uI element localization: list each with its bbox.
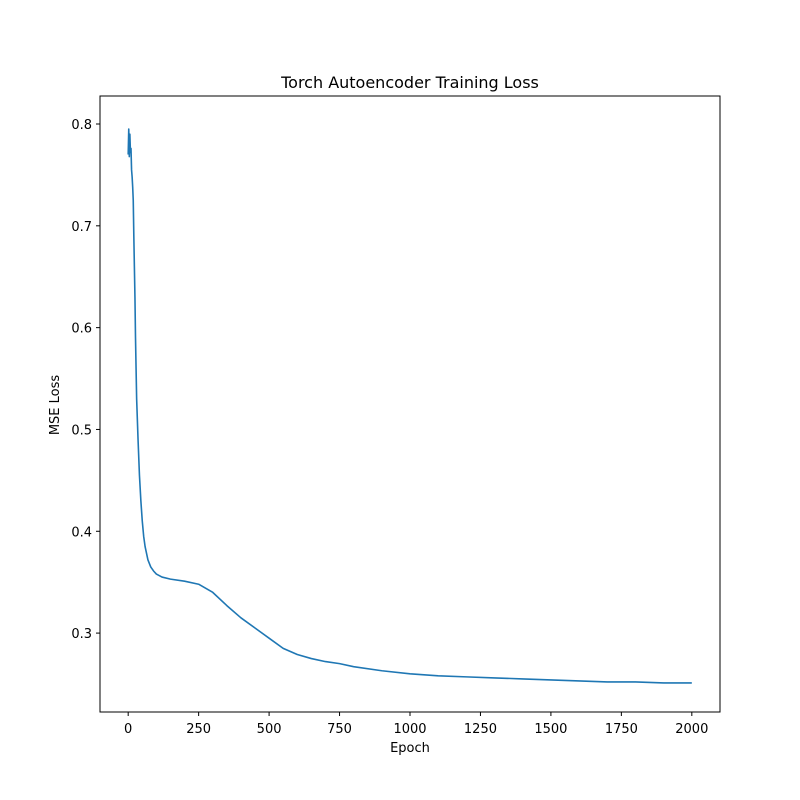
y-tick-label-0.7: 0.7 [71, 220, 92, 235]
x-axis-label: Epoch [390, 741, 430, 756]
y-tick-label-0.3: 0.3 [71, 627, 92, 642]
x-tick-label-1000: 1000 [393, 722, 426, 737]
x-tick-label-1500: 1500 [534, 722, 567, 737]
y-tick-label-0.8: 0.8 [71, 118, 92, 133]
series-line-0 [127, 128, 692, 684]
x-tick-label-750: 750 [327, 722, 352, 737]
x-tick-label-250: 250 [186, 722, 211, 737]
x-tick-label-0: 0 [124, 722, 132, 737]
x-tick-label-1250: 1250 [464, 722, 497, 737]
y-tick-label-0.5: 0.5 [71, 423, 92, 438]
x-tick-label-2000: 2000 [675, 722, 708, 737]
y-tick-label-0.6: 0.6 [71, 322, 92, 337]
y-tick-label-0.4: 0.4 [71, 525, 92, 540]
x-tick-label-1750: 1750 [605, 722, 638, 737]
chart-title: Torch Autoencoder Training Loss [280, 73, 539, 92]
x-tick-label-500: 500 [257, 722, 282, 737]
y-axis-label: MSE Loss [48, 375, 63, 436]
plot-area: 0 250 500 750 1000 1250 1500 1750 2000 0.3 0.4 0.5 0… [71, 95, 721, 737]
